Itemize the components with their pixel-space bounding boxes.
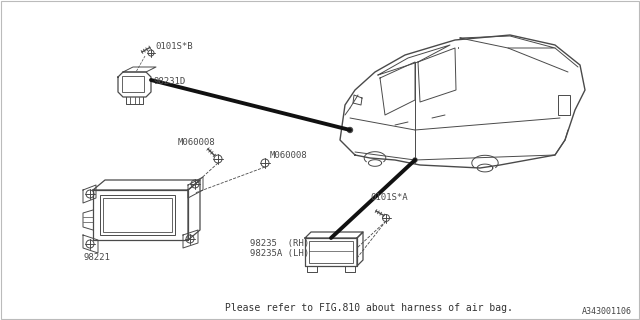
Text: M060008: M060008: [178, 138, 216, 147]
Bar: [122, 76, 144, 92]
Bar: [100, 195, 175, 235]
Text: 0101S*B: 0101S*B: [155, 42, 193, 51]
Text: 98221: 98221: [83, 253, 110, 262]
Bar: [103, 198, 172, 232]
Bar: [558, 95, 570, 115]
Bar: [309, 241, 353, 263]
Circle shape: [348, 127, 353, 132]
Text: M060008: M060008: [270, 151, 308, 160]
Text: A343001106: A343001106: [582, 308, 632, 316]
Text: 98235A (LH): 98235A (LH): [250, 249, 309, 258]
Text: 98235  (RH): 98235 (RH): [250, 239, 309, 248]
Text: 98231D: 98231D: [153, 77, 185, 86]
Text: Please refer to FIG.810 about harness of air bag.: Please refer to FIG.810 about harness of…: [225, 303, 513, 313]
Text: 0101S*A: 0101S*A: [370, 193, 408, 202]
Circle shape: [413, 158, 417, 162]
